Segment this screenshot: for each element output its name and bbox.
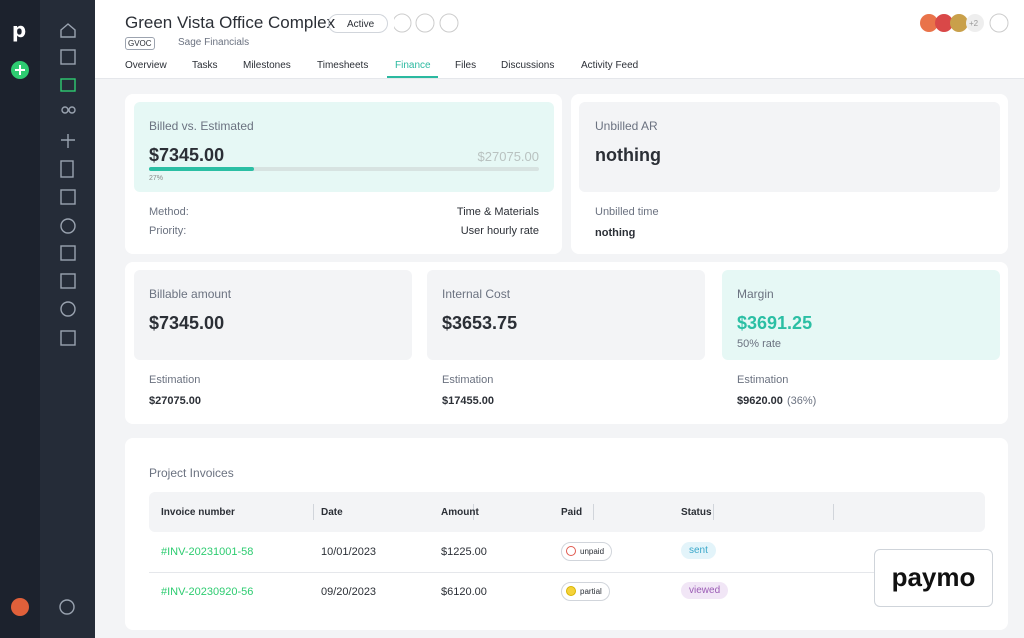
column-sep: [713, 504, 714, 520]
project-title: Green Vista Office Complex: [125, 13, 336, 32]
method-label: Method:: [149, 206, 189, 218]
priority: User hourly rate: [460, 225, 539, 237]
amount-value: $3691.25: [737, 313, 813, 333]
column-sep: [833, 504, 834, 520]
value: nothing: [595, 145, 661, 165]
amount-label: Billable amount: [149, 287, 232, 301]
paid-status: unpaid: [561, 542, 613, 561]
invoice-date: 10/01/2023: [321, 546, 377, 558]
tab[interactable]: Discussions: [501, 60, 555, 71]
invoices-card: Project Invoices Invoice number Date Amoun…: [125, 438, 1008, 630]
tab[interactable]: Milestones: [243, 60, 291, 71]
invoice-status: viewed: [681, 582, 729, 599]
estimation: $27075.00: [149, 395, 201, 407]
amount-value: $7345.00: [149, 313, 225, 333]
column-header: Amount: [441, 507, 479, 518]
estimation: $9620.00: [737, 395, 783, 407]
paid-status: partial: [561, 582, 610, 601]
tab[interactable]: Overview: [125, 60, 167, 71]
project-code: GVOC: [125, 37, 155, 50]
estimated-value: $27075.00: [477, 149, 539, 164]
column-sep: [593, 504, 594, 520]
invoice-amount: $6120.00: [441, 586, 487, 598]
tab[interactable]: Tasks: [192, 60, 218, 71]
nav-icons: p: [11, 18, 76, 616]
tab[interactable]: Finance: [395, 60, 431, 71]
method: Time & Materials: [456, 206, 539, 218]
tab[interactable]: Activity Feed: [581, 60, 639, 71]
brand-logo: paymo: [874, 549, 993, 607]
status-pill[interactable]: Active: [328, 14, 388, 33]
svg-text:p: p: [12, 18, 26, 42]
column-sep: [473, 504, 474, 520]
amount-box: [134, 270, 412, 360]
invoice-amount: $1225.00: [441, 546, 487, 558]
paid-icon: [566, 586, 576, 596]
progress-bar: [149, 167, 255, 171]
header: [95, 0, 1024, 79]
billed-value: $7345.00: [149, 145, 225, 165]
amount-rate: 50% rate: [737, 338, 782, 350]
unbilled-card: Unbilled AR nothing Unbilled time nothin…: [571, 94, 1008, 254]
estimation-label: Estimation: [737, 374, 789, 386]
priority-label: Priority:: [149, 225, 187, 237]
invoice-number[interactable]: #INV-20231001-58: [161, 546, 254, 558]
invoice-number[interactable]: #INV-20230920-56: [161, 586, 254, 598]
amount-box: [722, 270, 1000, 360]
amounts-card: Billable amount $7345.00 Estimation $27075.…: [125, 262, 1008, 424]
billed-card: Billed vs. Estimated $7345.00 $27075.00 …: [125, 94, 562, 254]
column-header: Status: [681, 507, 712, 518]
estimation-note: (36%): [787, 395, 817, 407]
side-nav: [40, 0, 95, 638]
amount-value: $3653.75: [442, 313, 518, 333]
progress-track: [149, 167, 539, 171]
avatar-more: +2: [969, 19, 979, 28]
tab[interactable]: Timesheets: [317, 60, 369, 71]
column-header: Date: [321, 507, 343, 518]
label: Unbilled AR: [595, 119, 658, 133]
estimation: $17455.00: [442, 395, 494, 407]
amount-label: Margin: [737, 287, 774, 301]
estimation-label: Estimation: [149, 374, 201, 386]
estimation-label: Estimation: [442, 374, 494, 386]
tab-underline: [387, 76, 438, 78]
amount-label: Internal Cost: [442, 287, 511, 301]
avatars[interactable]: [918, 12, 1010, 36]
main-nav: [0, 0, 40, 638]
amount-box: [427, 270, 705, 360]
invoice-status: sent: [681, 542, 716, 559]
invoice-date: 09/20/2023: [321, 586, 377, 598]
invoices-title: Project Invoices: [149, 466, 234, 480]
client-name[interactable]: Sage Financials: [178, 37, 250, 48]
column-sep: [313, 504, 314, 520]
time-label: Unbilled time: [595, 206, 659, 218]
column-header: Paid: [561, 507, 583, 518]
label: Billed vs. Estimated: [149, 119, 254, 133]
column-header: Invoice number: [161, 507, 235, 518]
progress-label: 27%: [149, 175, 164, 182]
paid-icon: [566, 546, 576, 556]
header-icons: [394, 13, 459, 33]
time-value: nothing: [595, 227, 636, 239]
tab[interactable]: Files: [455, 60, 477, 71]
